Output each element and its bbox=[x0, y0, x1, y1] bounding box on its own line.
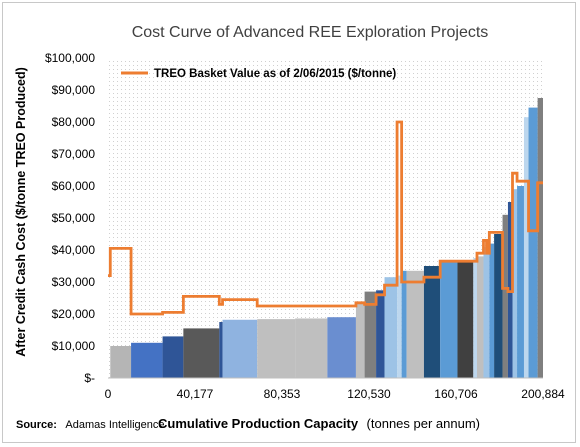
x-axis-label-main: Cumulative Production Capacity bbox=[158, 416, 359, 431]
project-bar-12 bbox=[376, 290, 385, 378]
x-tick-label: 0 bbox=[105, 387, 112, 401]
project-bar-7 bbox=[257, 319, 296, 378]
project-bar-23 bbox=[489, 243, 495, 378]
source-label: Source: bbox=[16, 419, 57, 431]
project-bar-11 bbox=[364, 291, 377, 378]
y-tick-label: $30,000 bbox=[52, 275, 96, 289]
x-tick-label: 160,706 bbox=[434, 387, 478, 401]
project-bar-18 bbox=[440, 261, 458, 378]
project-bar-28 bbox=[517, 186, 524, 378]
y-tick-label: $80,000 bbox=[52, 115, 96, 129]
y-tick-label: $70,000 bbox=[52, 147, 96, 161]
x-axis-label: Cumulative Production Capacity (tonnes p… bbox=[158, 415, 480, 432]
y-tick-label: $- bbox=[84, 371, 95, 385]
x-tick-label: 80,353 bbox=[264, 387, 301, 401]
y-tick-label: $100,000 bbox=[45, 51, 95, 65]
project-bar-9 bbox=[327, 317, 356, 378]
project-bar-24 bbox=[494, 234, 503, 378]
project-bar-10 bbox=[355, 302, 365, 378]
y-tick-label: $40,000 bbox=[52, 243, 96, 257]
source-note: Source: Adamas Intelligence bbox=[16, 415, 164, 432]
project-bar-31 bbox=[537, 98, 543, 378]
y-axis-tick-labels: $- $10,000 $20,000 $30,000 $40,000 $50,000 $60… bbox=[45, 51, 95, 385]
project-bar-5 bbox=[219, 322, 223, 378]
y-tick-label: $90,000 bbox=[52, 83, 96, 97]
legend: TREO Basket Value as of 2/06/2015 ($/ton… bbox=[121, 68, 396, 80]
project-bar-30 bbox=[528, 107, 538, 378]
x-axis-tick-labels: 0 40,177 80,353 120,530 160,706 200,884 bbox=[105, 387, 565, 401]
project-bar-19 bbox=[457, 261, 474, 378]
x-tick-label: 40,177 bbox=[177, 387, 214, 401]
project-bar-25 bbox=[502, 214, 508, 378]
project-bar-8 bbox=[295, 318, 328, 378]
y-tick-label: $60,000 bbox=[52, 179, 96, 193]
project-bar-15 bbox=[401, 270, 407, 378]
source-text: Adamas Intelligence bbox=[65, 419, 164, 431]
x-tick-label: 200,884 bbox=[521, 387, 565, 401]
project-bar-6 bbox=[222, 319, 258, 378]
project-bar-3 bbox=[162, 336, 184, 378]
x-axis-label-units: (tonnes per annum) bbox=[367, 416, 480, 431]
treo-basket-line bbox=[108, 120, 543, 316]
project-bar-14 bbox=[397, 275, 402, 378]
y-tick-label: $10,000 bbox=[52, 339, 96, 353]
project-bar-20 bbox=[473, 258, 477, 378]
project-bar-2 bbox=[131, 342, 163, 378]
y-tick-label: $20,000 bbox=[52, 307, 96, 321]
project-bar-17 bbox=[423, 266, 441, 378]
y-tick-label: $50,000 bbox=[52, 211, 96, 225]
project-bar-21 bbox=[476, 256, 484, 378]
project-bar-27 bbox=[512, 189, 518, 378]
project-bar-29 bbox=[523, 117, 529, 378]
project-bar-4 bbox=[183, 328, 220, 378]
legend-label: TREO Basket Value as of 2/06/2015 ($/ton… bbox=[154, 68, 396, 80]
chart-title: Cost Curve of Advanced REE Exploration P… bbox=[132, 24, 489, 41]
project-bar-22 bbox=[483, 246, 490, 378]
project-bar-26 bbox=[507, 202, 513, 378]
project-bar-13 bbox=[384, 277, 398, 378]
project-bar-1 bbox=[110, 346, 132, 378]
project-bar-16 bbox=[406, 270, 424, 378]
x-tick-label: 120,530 bbox=[347, 387, 391, 401]
project-bars bbox=[110, 98, 543, 378]
y-axis-label: After Credit Cash Cost ($/tonne TREO Pro… bbox=[14, 67, 28, 357]
